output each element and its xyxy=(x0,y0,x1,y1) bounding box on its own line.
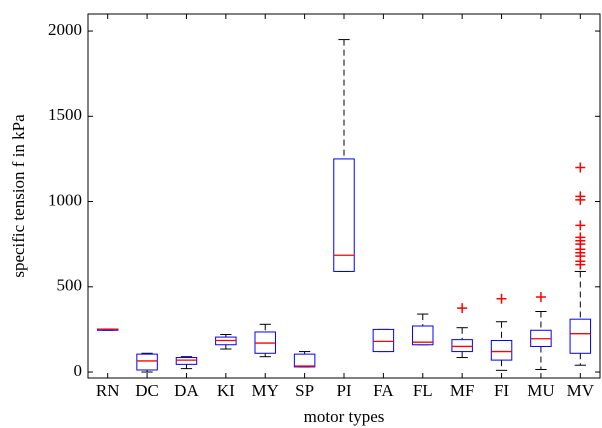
x-tick-label: KI xyxy=(217,381,235,400)
box xyxy=(412,325,434,346)
x-tick-label: MV xyxy=(567,381,595,400)
outlier xyxy=(575,191,586,202)
y-axis-label: specific tension f in kPa xyxy=(9,114,28,278)
x-tick-label: MF xyxy=(450,381,475,400)
box xyxy=(136,353,158,371)
y-tick-label: 2000 xyxy=(48,20,82,39)
x-tick-label: FL xyxy=(413,381,433,400)
x-tick-label: FI xyxy=(494,381,509,400)
y-tick-label: 1500 xyxy=(48,105,82,124)
y-tick-label: 500 xyxy=(57,276,83,295)
x-tick-label: RN xyxy=(96,381,120,400)
box xyxy=(372,328,395,353)
outlier xyxy=(575,220,586,231)
box xyxy=(451,339,473,353)
y-tick-label: 1000 xyxy=(48,190,82,209)
box xyxy=(569,318,592,354)
x-tick-label: MU xyxy=(527,381,554,400)
x-tick-label: DC xyxy=(135,381,159,400)
box xyxy=(333,158,355,272)
x-tick-label: DA xyxy=(174,381,199,400)
x-tick-label: PI xyxy=(336,381,351,400)
outlier xyxy=(575,162,586,173)
x-axis-label: motor types xyxy=(304,407,385,426)
box xyxy=(293,353,316,368)
outlier xyxy=(457,303,468,314)
outlier xyxy=(496,293,507,304)
x-tick-label: FA xyxy=(373,381,394,400)
outlier xyxy=(575,232,586,243)
y-tick-label: 0 xyxy=(74,361,83,380)
x-tick-label: MY xyxy=(252,381,279,400)
box xyxy=(490,339,513,361)
outlier xyxy=(535,292,546,303)
box xyxy=(175,357,198,365)
x-tick-label: SP xyxy=(295,381,314,400)
